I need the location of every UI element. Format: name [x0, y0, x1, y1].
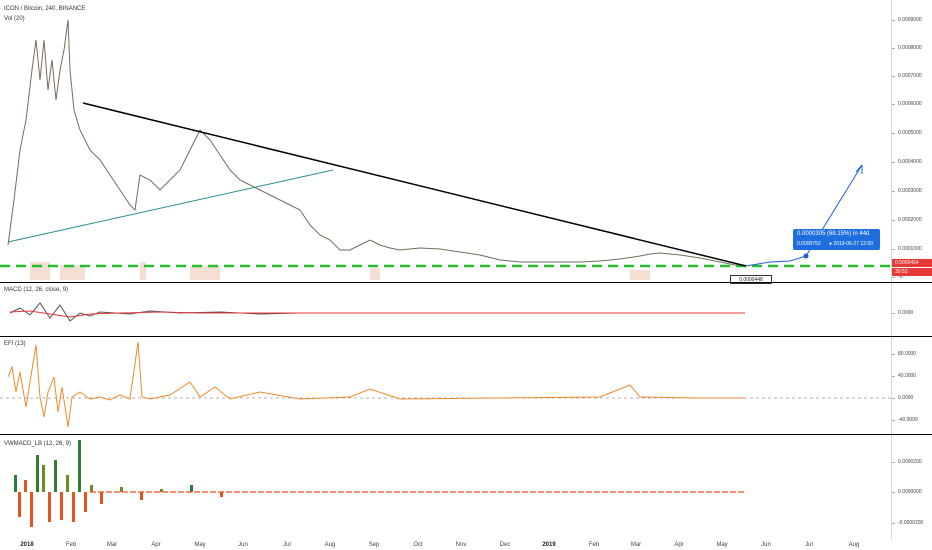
time-axis-label: May: [194, 542, 206, 548]
time-axis-label: Nov: [455, 542, 467, 548]
price-tick: 0.0008000: [892, 45, 922, 51]
efi-tick: 40.0000: [891, 373, 917, 379]
price-pane[interactable]: ICON / Bitcoin, 240, BINANCE Vol (20) 0.…: [0, 0, 932, 284]
macd-pane[interactable]: MACD (12, 26, close, 9) 0.0000: [0, 283, 932, 336]
price-tick: 0.0002000: [892, 217, 922, 223]
price-tick: 0.0001000: [892, 246, 922, 252]
price-tick: 0.0004000: [892, 159, 922, 165]
time-axis-label: Aug: [848, 542, 860, 548]
vwmacd-label: VWMACD_LB (12, 26, 9): [4, 441, 72, 447]
last-price-value: 0.0000454: [895, 260, 919, 266]
efi-svg: [0, 341, 891, 428]
price-tick: 0.0009000: [892, 17, 922, 23]
countdown-tag: 30:53: [892, 268, 932, 276]
efi-tick: 80.0000: [891, 351, 917, 357]
price-tick: 0.0003000: [892, 188, 922, 194]
efi-label: EFI (13): [4, 341, 26, 347]
volume-label: Vol (20): [4, 16, 25, 22]
volume-bars: [30, 262, 650, 280]
vwmacd-svg: [14, 440, 745, 527]
macd-axis[interactable]: 0.0000: [891, 283, 932, 336]
macd-plot-area[interactable]: MACD (12, 26, close, 9): [0, 283, 891, 336]
vwmacd-pane[interactable]: VWMACD_LB (12, 26, 9) 0.0000200 0.000000…: [0, 435, 932, 540]
time-axis-label: Feb: [588, 542, 600, 548]
pane-separator[interactable]: [0, 282, 932, 283]
projection-arrowhead: [855, 164, 863, 174]
time-axis-label: Feb: [65, 542, 77, 548]
macd-tick: 0.0000: [891, 310, 914, 316]
vwmacd-tick: 0.0000000: [892, 489, 922, 495]
macd-label: MACD (12, 26, close, 9): [4, 287, 69, 293]
efi-tick: 0.0000: [891, 395, 914, 401]
price-tick: 0.0007000: [892, 73, 922, 79]
price-tick: 0.0005000: [892, 130, 922, 136]
time-axis-label: Jul: [805, 542, 813, 548]
macd-svg: [9, 302, 745, 322]
time-axis-label: Apr: [151, 542, 161, 548]
projection-point: [803, 253, 809, 259]
time-axis-label: Jun: [238, 542, 248, 548]
time-axis-label: Jul: [283, 542, 291, 548]
time-axis-label: Mar: [630, 542, 642, 548]
price-tick: -0.: [892, 274, 904, 280]
time-axis-label: Apr: [674, 542, 684, 548]
signal-line: [9, 310, 745, 318]
tooltip-change: 0.0000305 (68.15%) in 44d: [797, 231, 870, 237]
tooltip-value: 0.0000752: [797, 241, 821, 247]
vwmacd-tick: -0.0000200: [891, 520, 924, 526]
last-price-tag: 0.0000454: [892, 259, 932, 267]
pane-separator[interactable]: [0, 336, 932, 337]
efi-pane[interactable]: EFI (13) 80.0000 40.0000 0.0000 -40.0000: [0, 337, 932, 434]
vwmacd-axis[interactable]: 0.0000200 0.0000000 -0.0000200: [891, 435, 932, 540]
efi-plot-area[interactable]: EFI (13): [0, 337, 891, 434]
chart-title: ICON / Bitcoin, 240, BINANCE: [4, 6, 86, 12]
pane-separator[interactable]: [0, 434, 932, 435]
vwmacd-histogram: [14, 440, 223, 527]
time-axis-label: Jun: [761, 542, 771, 548]
ascending-channel-line: [7, 169, 334, 243]
price-tick: 0.0006000: [892, 101, 922, 107]
price-axis[interactable]: 0.0009000 0.0008000 0.0007000 0.0006000 …: [891, 0, 932, 282]
time-axis-label: 2018: [20, 542, 34, 548]
efi-tick: -40.0000: [892, 417, 918, 423]
projection-line: [745, 164, 863, 267]
descending-trendline: [82, 102, 747, 267]
tooltip-date: ● 2019-06-27 12:00: [829, 241, 873, 247]
time-axis-label: 2019: [542, 542, 556, 548]
countdown-value: 30:53: [895, 269, 908, 275]
time-axis-label: Mar: [106, 542, 118, 548]
time-axis-label: Sep: [368, 542, 380, 548]
price-plot-area[interactable]: ICON / Bitcoin, 240, BINANCE Vol (20) 0.…: [0, 0, 891, 284]
vwmacd-plot-area[interactable]: VWMACD_LB (12, 26, 9): [0, 435, 891, 540]
time-axis-label: May: [716, 542, 728, 548]
efi-axis[interactable]: 80.0000 40.0000 0.0000 -40.0000: [891, 337, 932, 434]
low-price-label: 0.0000448: [730, 275, 772, 284]
measure-tooltip: 0.0000305 (68.15%) in 44d 0.0000752 ● 20…: [793, 229, 880, 250]
price-chart-svg: [0, 19, 891, 280]
time-axis-label: Oct: [413, 542, 423, 548]
macd-line: [9, 302, 745, 322]
time-axis[interactable]: 2018 Feb Mar Apr May Jun Jul Aug Sep Oct…: [0, 540, 932, 550]
vwmacd-tick: 0.0000200: [892, 459, 922, 465]
time-axis-label: Aug: [324, 542, 336, 548]
time-axis-label: Dec: [499, 542, 511, 548]
efi-line: [7, 341, 745, 428]
price-series-line: [7, 19, 745, 267]
